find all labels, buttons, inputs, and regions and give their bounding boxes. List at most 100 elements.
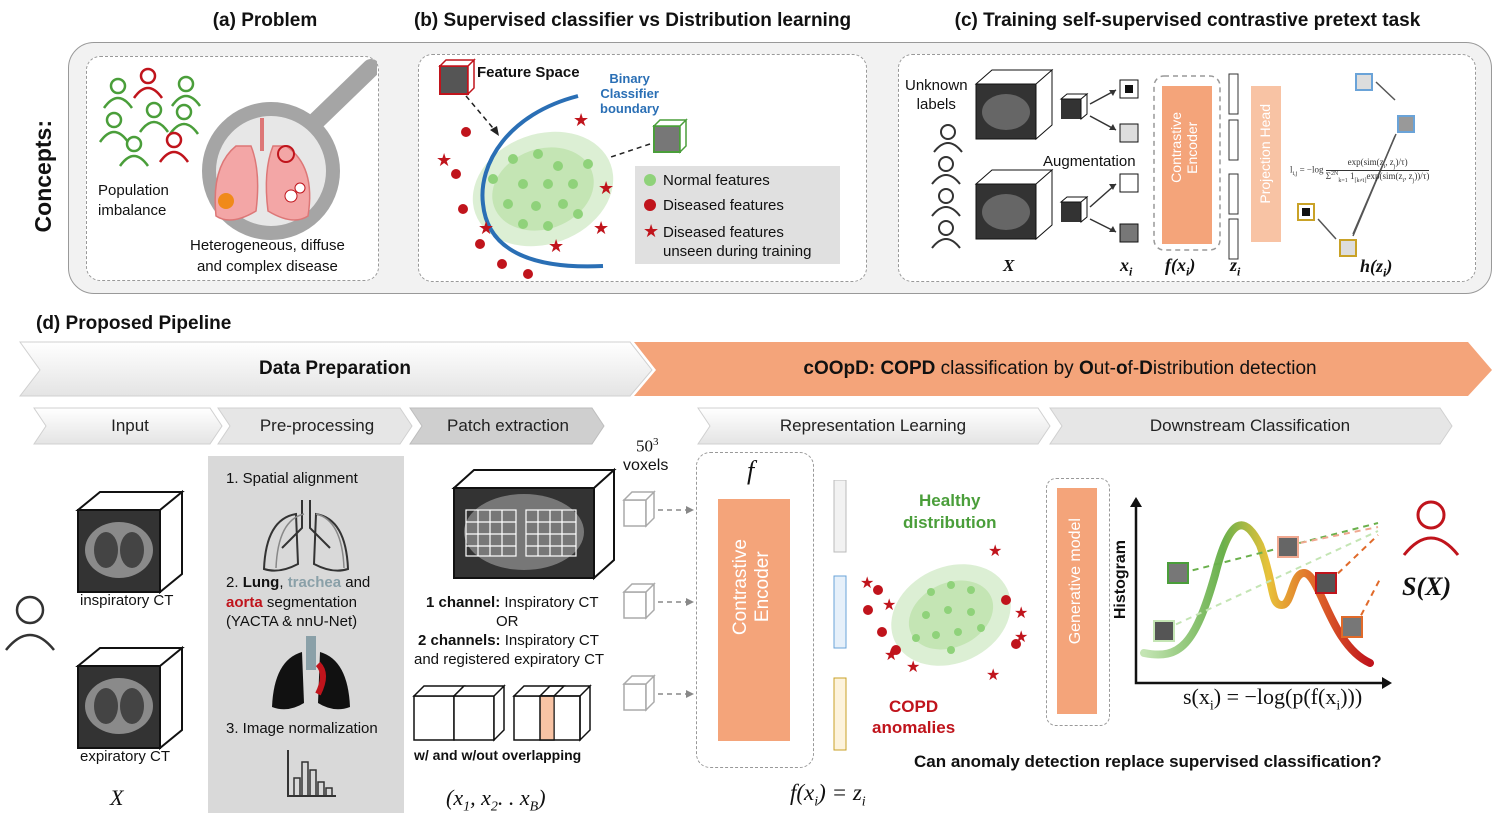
panel-d-title: (d) Proposed Pipeline (36, 313, 232, 334)
score-formula-lead: s(x (1183, 684, 1210, 709)
coopd-mid: classification by (935, 358, 1079, 379)
ch1-bold: 1 channel: (426, 594, 501, 611)
panel-c-illustration (931, 68, 1415, 260)
svg-text:★: ★ (548, 236, 564, 257)
overlap-cubes-illustration (412, 684, 592, 742)
step2-tools: (YACTA & nnU-Net) (226, 613, 358, 630)
loss-lhs: l (1290, 164, 1293, 175)
coopd-copd: COPD (880, 358, 936, 379)
coopd-f: f- (1127, 358, 1140, 379)
contrastive-encoder-c-wrap: Contrastive Encoder (1162, 92, 1212, 242)
copd-label: COPD anomalies (872, 697, 956, 737)
patches-notation: (x1, x2. . xB) (446, 785, 546, 815)
f-label: f (747, 456, 755, 485)
input-illustration (5, 489, 185, 751)
fxi-equation: f(xi) = zi (790, 780, 866, 810)
loss-num: exp(sim(z (1347, 157, 1384, 167)
voxels-num: 50 (636, 436, 653, 456)
var-xi-base: x (1120, 255, 1129, 275)
step1-text: 1. Spatial alignment (226, 470, 358, 487)
loss-den-tail: exp(sim(z (1366, 170, 1403, 181)
panel-a-title: (a) Problem (212, 10, 318, 31)
step2-seg: segmentation (262, 594, 357, 611)
step2-lung: Lung (242, 574, 280, 591)
stage-downstream: Downstream Classification (1149, 416, 1351, 435)
coopd-ut: ut- (1093, 358, 1116, 379)
loss-formula: li,j = −log exp(sim(zi, zj)/τ) Σ2Nk=1 1[… (1290, 157, 1430, 184)
stage-representation: Representation Learning (779, 416, 967, 435)
loss-den-end: ))/τ) (1414, 170, 1430, 181)
panel-a-illustration (98, 59, 377, 240)
step2-trachea: trachea (287, 574, 342, 591)
svg-text:★: ★ (988, 541, 1002, 560)
svg-text:★: ★ (478, 218, 494, 239)
histogram-small-icon (287, 750, 336, 797)
boundary-label: Binary Classifier boundary (600, 71, 660, 116)
fxi-eq: ) = z (818, 780, 862, 805)
svg-text:★: ★ (860, 573, 874, 592)
channel2-line2: and registered expiratory CT (414, 651, 605, 668)
ch2-bold: 2 channels: (418, 632, 501, 649)
score-formula: s(xi) = −log(p(f(xi))) (1183, 684, 1363, 714)
step2-line2: aorta segmentation (226, 594, 357, 611)
pipeline-banners (18, 341, 1492, 445)
histogram-axis-wrap: Histogram (1110, 510, 1140, 660)
loss-den-mid: 1 (1350, 170, 1355, 181)
score-formula-end: ))) (1340, 684, 1363, 709)
svg-text:★: ★ (573, 110, 589, 131)
score-formula-tail: ) = −log(p(f(x (1213, 684, 1337, 709)
svg-text:★: ★ (1014, 603, 1028, 622)
contrastive-encoder-c: Contrastive Encoder (1168, 112, 1200, 183)
coopd-prefix: cOOpD: (803, 358, 881, 379)
segmented-lung-icon (272, 636, 350, 710)
svg-text:★: ★ (884, 645, 898, 664)
unknown-labels-text: Unknown labels (905, 77, 968, 113)
loss-num-end: )/τ) (1395, 157, 1408, 167)
legend-unseen: Diseased features unseen during training (663, 224, 812, 260)
svg-text:★: ★ (598, 178, 614, 199)
insp-ct-label: inspiratory CT (80, 592, 174, 609)
data-prep-banner: Data Preparation (258, 358, 412, 379)
step2-and: and (341, 574, 371, 591)
var-fxi-sub: i (1186, 264, 1190, 279)
score-sx: S(X) (1402, 572, 1452, 601)
stage-input: Input (111, 416, 149, 435)
feature-space-label: Feature Space (477, 64, 580, 81)
concepts-label-wrap: Concepts: (24, 120, 64, 233)
var-xi-sub: i (1129, 264, 1133, 279)
loss-rhs: = −log (1299, 164, 1324, 175)
encoder-io-illustration (622, 480, 847, 751)
histogram-axis-label: Histogram (1112, 540, 1129, 620)
patches-lead: (x (446, 785, 464, 810)
coopd-banner: cOOpD: COPD classification by Out-of-Dis… (660, 358, 1460, 380)
step2-line1: 2. Lung, trachea and (226, 574, 370, 591)
channel1-text: 1 channel: Inspiratory CT (426, 594, 599, 611)
lung-outline-icon (262, 500, 350, 572)
step3-text: 3. Image normalization (226, 720, 378, 737)
coopd-d: D (1139, 358, 1153, 379)
svg-text:★: ★ (986, 665, 1000, 684)
svg-text:★: ★ (906, 657, 920, 676)
projection-head-wrap: Projection Head (1251, 92, 1281, 242)
step2-num: 2. (226, 574, 243, 591)
coopd-end: istribution detection (1152, 358, 1317, 379)
var-hzi-c: h(zi) (1360, 256, 1393, 280)
var-xi-c: xi (1120, 255, 1132, 280)
var-fxi-base: f(x (1165, 255, 1186, 275)
voxels-label: voxels (623, 457, 669, 474)
or-text: OR (496, 613, 519, 630)
augmentation-label: Augmentation (1043, 153, 1136, 170)
concepts-label: Concepts: (30, 120, 56, 233)
panel-b-illustration: ★ ★ ★ ★ ★ ★ ★ (436, 58, 840, 279)
generative-model-label: Generative model (1067, 518, 1084, 645)
svg-text:★: ★ (882, 595, 896, 614)
step2-aorta: aorta (226, 594, 263, 611)
var-x-c: X (1003, 256, 1015, 275)
svg-text:★: ★ (436, 150, 452, 171)
score-histogram-illustration (1130, 497, 1392, 689)
disease-text: Heterogeneous, diffuse and complex disea… (190, 237, 345, 275)
var-x-d: X (110, 785, 124, 810)
generative-dashed-box (1046, 478, 1110, 726)
coopd-o: O (1078, 358, 1094, 379)
legend-diseased: Diseased features (663, 197, 784, 214)
